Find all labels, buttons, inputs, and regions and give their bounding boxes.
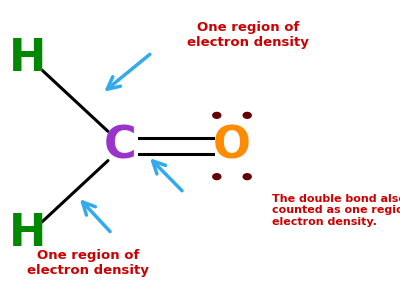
- Text: H: H: [9, 37, 47, 80]
- Circle shape: [243, 174, 251, 180]
- Text: The double bond also
counted as one region of
electron density.: The double bond also counted as one regi…: [272, 194, 400, 227]
- Circle shape: [213, 174, 221, 180]
- Text: One region of
electron density: One region of electron density: [187, 21, 309, 49]
- Text: C: C: [104, 124, 136, 168]
- Text: One region of
electron density: One region of electron density: [27, 249, 149, 277]
- Text: H: H: [9, 212, 47, 255]
- Text: O: O: [213, 124, 251, 168]
- Circle shape: [213, 112, 221, 118]
- Circle shape: [243, 112, 251, 118]
